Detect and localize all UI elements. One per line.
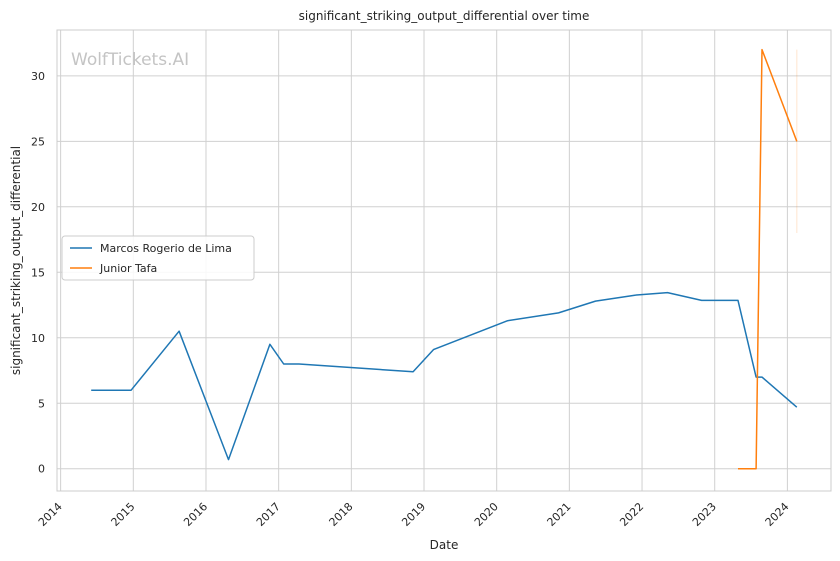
y-tick-label: 15 xyxy=(31,266,45,279)
watermark-text: WolfTickets.AI xyxy=(71,50,189,70)
y-axis-label: significant_striking_output_differential xyxy=(9,146,23,375)
x-tick-label: 2018 xyxy=(327,500,356,529)
x-tick-label: 2022 xyxy=(617,500,646,529)
y-tick-label: 20 xyxy=(31,201,45,214)
plot-frame xyxy=(56,29,832,492)
x-tick-label: 2014 xyxy=(36,500,65,529)
series-lines xyxy=(91,48,798,470)
series-line-1 xyxy=(738,48,798,470)
grid xyxy=(57,30,831,491)
x-tick-label: 2015 xyxy=(109,500,138,529)
x-axis-label: Date xyxy=(430,538,459,552)
legend-box xyxy=(61,235,255,281)
chart-title: significant_striking_output_differential… xyxy=(299,9,590,23)
x-tick-label: 2016 xyxy=(181,500,210,529)
y-tick-labels: 0 5 10 15 20 25 30 xyxy=(31,70,45,476)
y-tick-label: 0 xyxy=(38,463,45,476)
legend-label: Junior Tafa xyxy=(99,262,157,275)
x-tick-label: 2021 xyxy=(545,500,574,529)
y-tick-label: 5 xyxy=(38,397,45,410)
legend-label: Marcos Rogerio de Lima xyxy=(100,242,232,255)
x-tick-label: 2019 xyxy=(399,500,428,529)
y-tick-label: 30 xyxy=(31,70,45,83)
y-tick-label: 25 xyxy=(31,135,45,148)
series-line-0 xyxy=(91,291,798,461)
legend: Marcos Rogerio de Lima Junior Tafa xyxy=(61,235,255,281)
x-tick-label: 2017 xyxy=(254,500,283,529)
x-tick-label: 2020 xyxy=(472,500,501,529)
x-tick-labels: 2014 2015 2016 2017 2018 2019 2020 2021 2022 2023… xyxy=(36,500,792,529)
x-tick-label: 2023 xyxy=(690,500,719,529)
legend-items: Marcos Rogerio de Lima Junior Tafa xyxy=(70,242,232,275)
y-tick-label: 10 xyxy=(31,332,45,345)
x-tick-label: 2024 xyxy=(763,500,792,529)
